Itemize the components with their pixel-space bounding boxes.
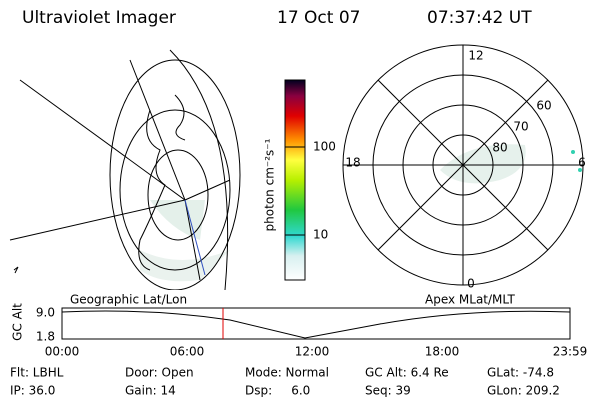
orbit-strip: Geographic Lat/Lon Apex MLat/MLT GC Alt … <box>11 293 588 359</box>
x-tick-label: 12:00 <box>295 345 330 359</box>
status-field: Flt: LBHL <box>10 366 64 380</box>
x-tick-label: 06:00 <box>170 345 205 359</box>
status-field: GLat: -74.8 <box>487 366 554 380</box>
status-field: Dsp: 6.0 <box>245 384 310 398</box>
title: Ultraviolet Imager <box>22 8 176 28</box>
strip-label: Apex MLat/MLT <box>425 293 515 307</box>
status-field: GC Alt: 6.4 Re <box>365 366 449 380</box>
time: 07:37:42 UT <box>427 8 532 28</box>
status-field: GLon: 209.2 <box>487 384 560 398</box>
y-tick-label: 9.0 <box>36 306 55 320</box>
status-field: Gain: 14 <box>125 384 176 398</box>
status-field: IP: 36.0 <box>10 384 55 398</box>
footer: Flt: LBHL Door: Open Mode: Normal GC Alt: 6… <box>10 366 560 398</box>
polar-plot: 12 18 6 0 60 70 80 <box>342 44 586 291</box>
mlt-label: 0 <box>467 277 475 291</box>
lat-label: 60 <box>536 99 551 113</box>
mlt-label: 6 <box>578 156 586 170</box>
strip-label: Geographic Lat/Lon <box>70 293 187 307</box>
colorbar-label: photon cm⁻²s⁻¹ <box>263 138 277 231</box>
y-label: GC Alt <box>11 303 25 341</box>
status-field: Door: Open <box>125 366 194 380</box>
mlt-label: 12 <box>468 49 483 63</box>
y-tick-label: 1.8 <box>36 330 55 344</box>
status-field: Mode: Normal <box>245 366 329 380</box>
tick-label: 10 <box>313 228 328 242</box>
x-tick-label: 18:00 <box>425 345 460 359</box>
geo-map <box>9 49 241 290</box>
colorbar: 100 10 photon cm⁻²s⁻¹ <box>263 79 336 281</box>
date: 17 Oct 07 <box>277 8 360 28</box>
x-tick-label: 23:59 <box>553 345 588 359</box>
lat-label: 80 <box>492 141 507 155</box>
status-field: Seq: 39 <box>365 384 411 398</box>
header: Ultraviolet Imager 17 Oct 07 07:37:42 UT <box>22 8 532 28</box>
tick-label: 100 <box>313 140 336 154</box>
lat-label: 70 <box>513 120 528 134</box>
x-tick-label: 00:00 <box>45 345 80 359</box>
mlt-label: 18 <box>345 156 360 170</box>
